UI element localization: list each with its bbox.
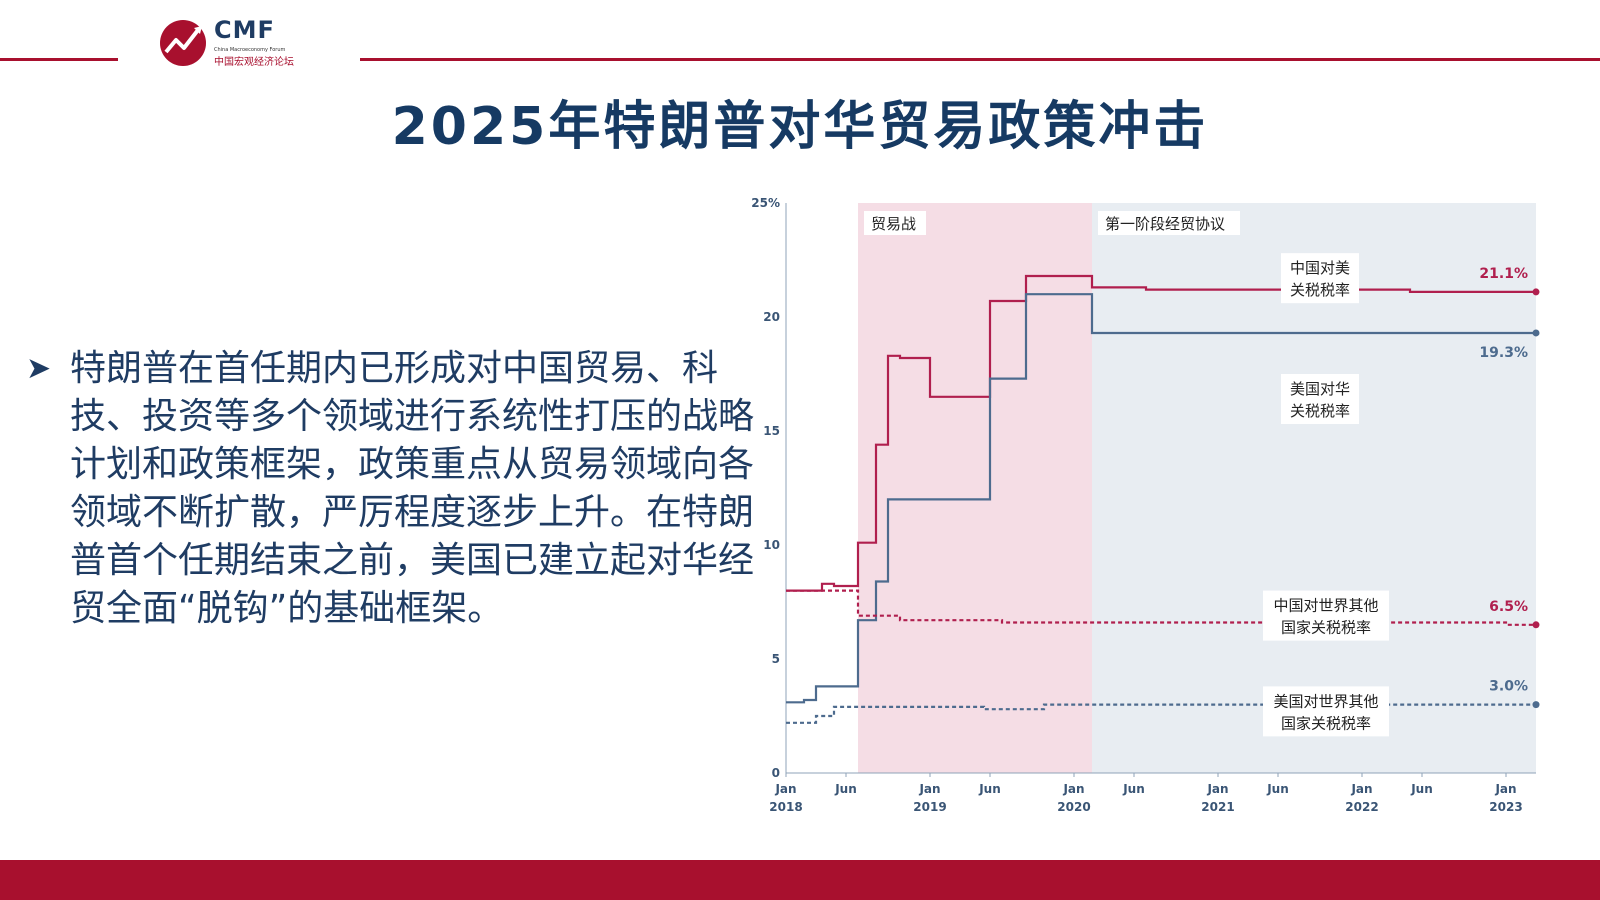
annotation-line2-0: 关税税率 (1290, 281, 1350, 299)
annotation-bg-1 (1281, 374, 1359, 424)
x-tick-label: Jan (1494, 782, 1516, 796)
page-title: 2025年特朗普对华贸易政策冲击 (391, 97, 1209, 157)
x-tick-year: 2023 (1489, 800, 1522, 814)
period-label-bg-0 (864, 211, 926, 235)
x-tick-label: Jun (1266, 782, 1289, 796)
annotation-line2-2: 国家关税税率 (1281, 619, 1371, 637)
x-tick-label: Jan (1062, 782, 1084, 796)
annotation-line1-3: 美国对世界其他 (1273, 692, 1378, 710)
y-tick-label: 15 (763, 424, 780, 438)
tariff-chart: 贸易战 第一阶段经贸协议 0 5 10 15 20 25% Jan 2018 Jun Jan 2019 J… (751, 196, 1540, 814)
x-tick-label: Jun (834, 782, 857, 796)
series-end-label-3: 3.0% (1489, 679, 1528, 695)
series-end-label-0: 21.1% (1479, 266, 1528, 282)
header-rule-right (360, 58, 1600, 61)
footer-bar (0, 860, 1600, 900)
annotation-line1-0: 中国对美 (1290, 259, 1350, 277)
series-end-dot-0 (1532, 288, 1540, 296)
period-band-0 (858, 203, 1092, 773)
x-tick-year: 2020 (1057, 800, 1090, 814)
series-line-1 (786, 293, 1536, 704)
series-end-label-2: 6.5% (1489, 599, 1528, 615)
x-tick-label: Jan (1206, 782, 1228, 796)
logo: CMF China Macroeconomy Forum 中国宏观经济论坛 (158, 16, 358, 72)
period-label-1: 第一阶段经贸协议 (1105, 215, 1225, 233)
logo-chart-icon (160, 20, 206, 66)
bullet-arrow-icon: ➤ (26, 351, 52, 386)
annotation-line2-1: 关税税率 (1290, 402, 1350, 420)
annotation-line1-2: 中国对世界其他 (1273, 597, 1378, 615)
series-line-2 (786, 589, 1536, 626)
logo-subtitle: China Macroeconomy Forum (214, 47, 286, 53)
header-rule-left (0, 58, 118, 61)
x-tick-label: Jan (1350, 782, 1372, 796)
annotation-bg-0 (1281, 253, 1359, 304)
logo-chinese-name: 中国宏观经济论坛 (214, 57, 294, 68)
y-tick-label: 20 (763, 310, 780, 324)
bullet-text: 特朗普在首任期内已形成对中国贸易、科技、投资等多个领域进行系统性打压的战略计划和… (70, 348, 755, 629)
period-label-bg-1 (1098, 211, 1240, 235)
series-end-label-1: 19.3% (1479, 345, 1528, 361)
series-line-0 (786, 274, 1536, 592)
annotation-line1-1: 美国对华 (1290, 380, 1350, 398)
y-tick-label: 25% (751, 196, 780, 210)
period-label-0: 贸易战 (871, 215, 916, 233)
x-tick-year: 2018 (769, 800, 802, 814)
x-tick-year: 2019 (913, 800, 946, 814)
annotation-bg-2 (1263, 590, 1389, 641)
y-tick-label: 5 (772, 652, 780, 666)
y-tick-label: 10 (763, 538, 780, 552)
x-tick-label: Jan (774, 782, 796, 796)
series-end-dot-1 (1532, 329, 1540, 337)
logo-text: CMF (214, 16, 275, 44)
x-tick-year: 2021 (1201, 800, 1234, 814)
series-end-dot-2 (1532, 621, 1540, 629)
x-tick-label: Jun (1410, 782, 1433, 796)
x-tick-label: Jan (918, 782, 940, 796)
x-tick-label: Jun (1122, 782, 1145, 796)
x-tick-year: 2022 (1345, 800, 1378, 814)
x-tick-label: Jun (978, 782, 1001, 796)
annotation-bg-3 (1263, 686, 1389, 737)
y-tick-label: 0 (772, 766, 780, 780)
series-end-dot-3 (1532, 701, 1540, 709)
annotation-line2-3: 国家关税税率 (1281, 714, 1371, 732)
